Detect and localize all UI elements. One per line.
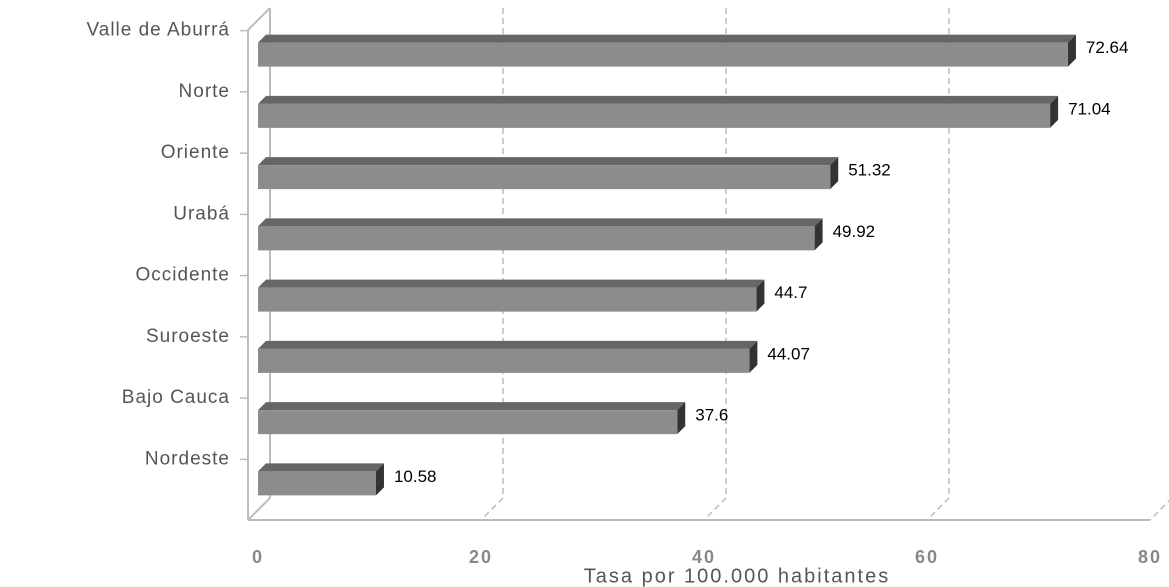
grid-segment (703, 8, 727, 521)
bar-side (375, 463, 384, 496)
y-tick-label: Urabá (173, 203, 230, 224)
bar-top (258, 279, 765, 288)
bar-side (814, 218, 823, 251)
bar-top (258, 340, 758, 349)
x-tick-label: 40 (692, 547, 716, 567)
bar-side (830, 157, 839, 190)
y-tick-label: Occidente (135, 265, 230, 286)
bar-side (1050, 95, 1059, 128)
value-label: 10.58 (394, 467, 437, 486)
bar (258, 226, 815, 251)
bar-side (749, 340, 758, 373)
y-tick-label: Oriente (161, 142, 230, 163)
value-label: 51.32 (848, 161, 891, 180)
grid-segment (926, 8, 950, 521)
grid-line (1149, 499, 1169, 521)
x-tick-label: 80 (1138, 547, 1162, 567)
value-label: 72.64 (1086, 38, 1129, 57)
value-label: 44.07 (767, 344, 810, 363)
bar-top (258, 95, 1059, 104)
y-tick-label: Suroeste (146, 326, 230, 347)
bar (258, 103, 1051, 128)
y-tick-label: Bajo Cauca (122, 387, 230, 408)
value-label: 49.92 (833, 222, 876, 241)
bar (258, 348, 750, 373)
bar-side (1067, 34, 1076, 67)
value-label: 37.6 (695, 406, 728, 425)
grid-line (703, 8, 727, 521)
grid-line (926, 8, 950, 521)
bar (258, 287, 757, 312)
value-label: 71.04 (1068, 99, 1111, 118)
grid-segment (1149, 499, 1169, 521)
bar (258, 410, 678, 435)
y-tick-label: Valle de Aburrá (86, 20, 230, 41)
x-tick-label: 60 (915, 547, 939, 567)
bar-top (258, 463, 384, 472)
bar-top (258, 34, 1076, 43)
bar-side (677, 402, 686, 435)
axis-wall (247, 7, 271, 31)
bar (258, 165, 831, 190)
axis-floor (247, 497, 271, 521)
bar-top (258, 157, 839, 166)
value-label: 44.7 (774, 283, 807, 302)
bar-top (258, 402, 686, 411)
bar-side (756, 279, 765, 312)
grid-line (480, 8, 504, 521)
grid-segment (480, 8, 504, 521)
x-tick-label: 20 (469, 547, 493, 567)
x-axis-label: Tasa por 100.000 habitantes (584, 565, 890, 587)
x-tick-label: 0 (252, 547, 264, 567)
y-tick-label: Norte (179, 81, 230, 102)
bar (258, 471, 376, 496)
y-tick-label: Nordeste (145, 448, 230, 469)
bar (258, 42, 1068, 67)
bar-top (258, 218, 823, 227)
